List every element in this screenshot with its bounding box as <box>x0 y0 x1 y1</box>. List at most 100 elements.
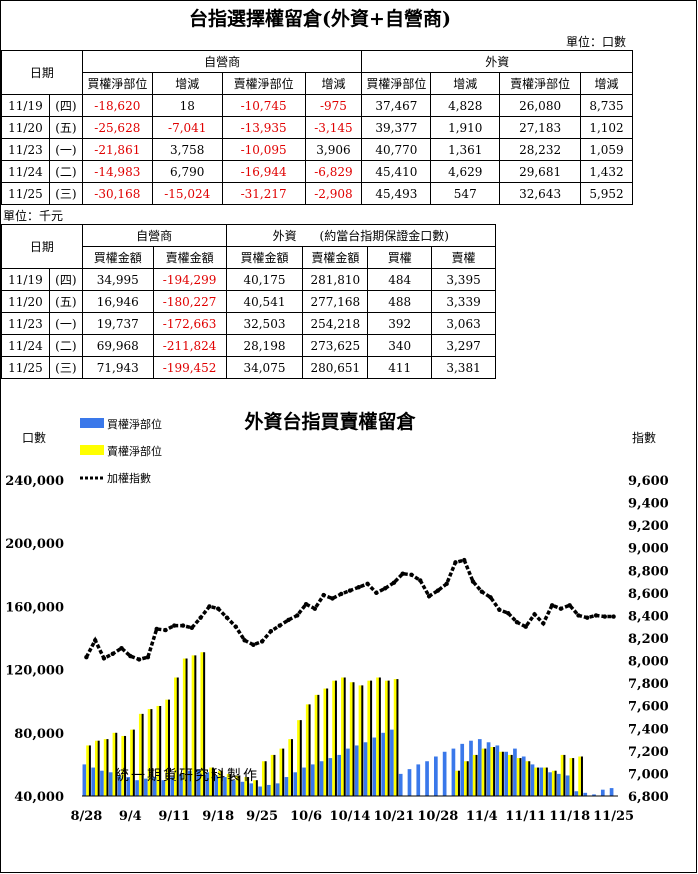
y-right-tick-label: 6,800 <box>628 790 669 805</box>
table-cell: 3,906 <box>304 138 363 161</box>
index-point <box>145 654 151 660</box>
table-cell: -10,095 <box>221 138 306 161</box>
put-bar <box>305 704 310 796</box>
table-cell: 19,737 <box>81 312 154 335</box>
call-bar <box>267 784 271 796</box>
index-point <box>356 585 361 590</box>
table-row: 11/20 (五) -25,628 -7,041 -13,935 -3,145 39,377… <box>1 116 633 139</box>
call-bar <box>574 791 579 796</box>
index-point <box>514 620 520 625</box>
y-right-tick-label: 7,400 <box>628 722 669 737</box>
index-point <box>180 623 186 628</box>
table-cell: 340 <box>367 334 433 357</box>
table-cell: 6,790 <box>151 160 223 183</box>
call-bar <box>284 777 289 796</box>
row-date: 11/24 <box>1 160 50 183</box>
table-cell: 3,339 <box>431 290 496 313</box>
table-row: 11/19 (四) -18,620 18 -10,745 -975 37,467 4,828 2… <box>1 94 633 117</box>
table-cell: -18,620 <box>81 94 153 117</box>
table-cell: -6,829 <box>304 160 363 183</box>
index-point <box>286 617 291 623</box>
call-bar <box>275 783 280 796</box>
index-point <box>92 638 98 643</box>
x-tick-label: 10/6 <box>290 809 322 824</box>
put-bar <box>349 682 354 796</box>
table-cell: 5,952 <box>580 182 633 205</box>
index-point <box>541 621 546 626</box>
table-cell: 3,395 <box>431 268 496 291</box>
col-header: 賣權金額 <box>152 246 227 269</box>
index-point <box>611 614 616 619</box>
col-header: 買權淨部位 <box>81 72 153 95</box>
index-point <box>189 625 195 631</box>
call-bar <box>205 772 210 796</box>
index-point <box>163 627 168 633</box>
col-header: 賣權 <box>431 246 496 269</box>
call-bar <box>530 764 535 796</box>
call-bar <box>187 770 192 796</box>
call-bar <box>372 737 377 796</box>
row-weekday: (二) <box>48 334 83 357</box>
table-cell: 40,541 <box>225 290 304 313</box>
call-bar <box>196 769 201 796</box>
x-tick-label: 9/25 <box>246 809 278 824</box>
call-bar <box>565 775 570 796</box>
x-tick-label: 10/14 <box>330 809 371 824</box>
index-point <box>400 571 405 576</box>
call-bar <box>469 740 473 796</box>
call-bar <box>513 748 517 796</box>
call-bar <box>390 729 394 796</box>
put-bar <box>490 747 495 796</box>
call-bar <box>170 777 175 796</box>
x-tick-label: 11/25 <box>593 809 634 824</box>
table-row: 11/24 (二) 69,968 -211,824 28,198 273,625 340 3,… <box>1 334 496 357</box>
index-point <box>593 613 599 618</box>
table-cell: 281,810 <box>302 268 369 291</box>
index-point <box>172 623 177 628</box>
table-cell: 40,175 <box>225 268 304 291</box>
y-right-unit-label: 指數 <box>632 430 656 445</box>
col-header: 賣權淨部位 <box>221 72 306 95</box>
put-bar <box>253 780 257 796</box>
table-cell: -7,041 <box>151 116 223 139</box>
x-tick-label: 11/4 <box>466 809 498 824</box>
table-cell: -180,227 <box>152 290 227 313</box>
call-bar <box>179 773 183 796</box>
put-bar <box>235 775 240 796</box>
put-bar <box>156 705 161 796</box>
table-cell: 16,946 <box>81 290 154 313</box>
positions-table: 日期 自營商 外資 買權淨部位 增減 賣權淨部位 增減 買權淨部位 增減 賣權淨… <box>1 50 633 205</box>
row-date: 11/19 <box>1 268 50 291</box>
call-bar <box>460 743 465 796</box>
y-left-tick-label: 120,000 <box>5 664 64 679</box>
call-bar <box>319 761 324 796</box>
put-bar <box>560 754 565 796</box>
col-header: 買權金額 <box>81 246 154 269</box>
index-point <box>321 592 326 598</box>
row-weekday: (四) <box>48 94 83 117</box>
call-bar <box>398 773 403 796</box>
table-row: 11/20 (五) 16,946 -180,227 40,541 277,168 488 3,… <box>1 290 496 313</box>
unit-contracts-label: 單位：口數 <box>566 35 627 49</box>
table-cell: -14,983 <box>81 160 153 183</box>
put-bar <box>341 677 345 796</box>
table-cell: 1,102 <box>580 116 633 139</box>
call-bar <box>161 780 166 796</box>
call-bar <box>231 780 236 796</box>
x-tick-label: 9/18 <box>202 809 234 824</box>
table-cell: -15,024 <box>151 182 223 205</box>
call-bar <box>117 775 122 796</box>
index-point <box>128 653 133 659</box>
table-cell: 28,232 <box>499 138 582 161</box>
foreign-label: 外資 <box>272 229 297 243</box>
index-point <box>576 613 581 618</box>
x-tick-label: 10/21 <box>373 809 414 824</box>
table-cell: 277,168 <box>302 290 369 313</box>
call-bar <box>557 773 561 796</box>
call-bar <box>258 786 262 796</box>
call-bar <box>539 767 544 796</box>
table-cell: -975 <box>304 94 363 117</box>
col-header: 增減 <box>151 72 223 95</box>
table-cell: 392 <box>367 312 433 335</box>
